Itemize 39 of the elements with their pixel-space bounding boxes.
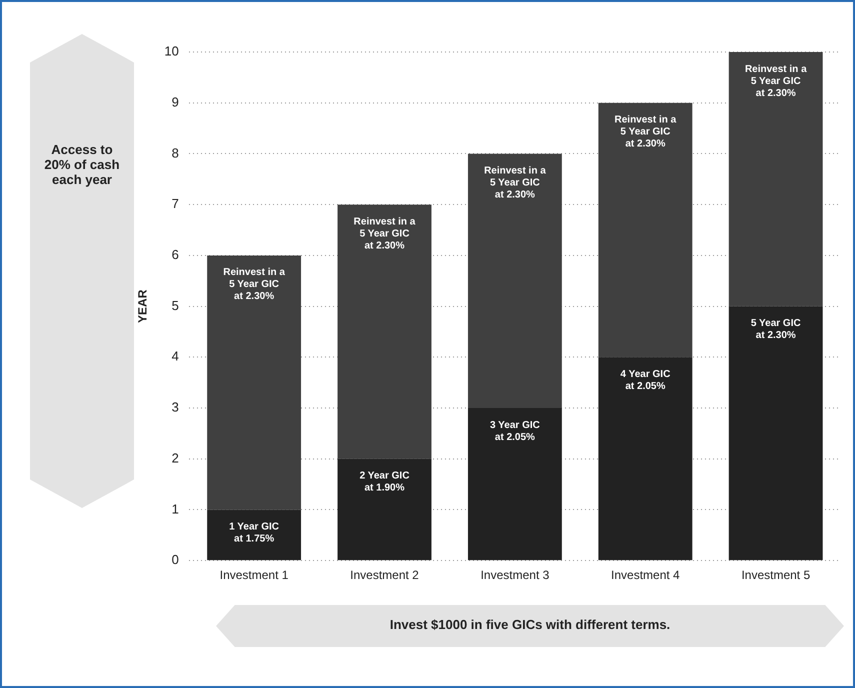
x-tick-label: Investment 1 bbox=[220, 568, 289, 582]
text: Invest $1000 in five GICs with different terms. bbox=[388, 617, 672, 632]
y-tick-label: 3 bbox=[172, 400, 179, 415]
bar bbox=[598, 357, 692, 560]
y-tick-label: 2 bbox=[172, 450, 179, 466]
y-tick-label: 8 bbox=[172, 145, 179, 160]
y-tick-label: 1 bbox=[172, 501, 179, 516]
annotation: 4 Year GIC at 2.05% bbox=[620, 368, 670, 392]
x-tick-label: Investment 5 bbox=[741, 568, 810, 582]
bar bbox=[728, 52, 823, 306]
y-tick-label: 4 bbox=[172, 348, 179, 364]
y-tick-label: 10 bbox=[164, 44, 179, 59]
bar bbox=[728, 306, 823, 560]
x-tick-label: Investment 4 bbox=[611, 568, 680, 582]
annotation: Reinvest in a 5 Year GIC at 2.30% bbox=[484, 165, 546, 200]
annotation: Reinvest in a 5 Year GIC at 2.30% bbox=[744, 64, 808, 99]
y-tick-label: 7 bbox=[172, 196, 179, 212]
y-axis-title: YEAR bbox=[136, 289, 150, 323]
annotation: 2 Year GIC at 1.90% bbox=[360, 470, 410, 494]
x-tick-label: Investment 2 bbox=[350, 568, 420, 582]
annotation: 1 Year GIC at 1.75% bbox=[229, 521, 280, 544]
text: Access to 20% of cash each year bbox=[43, 142, 121, 187]
annotation: Reinvest in a 5 Year GIC at 2.30% bbox=[223, 267, 286, 302]
bar bbox=[338, 458, 432, 560]
bar bbox=[207, 255, 302, 510]
annotation: 3 Year GIC at 2.05% bbox=[490, 420, 540, 443]
y-tick-label: 5 bbox=[172, 298, 179, 313]
bar bbox=[468, 408, 562, 560]
annotation: Reinvest in a 5 Year GIC at 2.30% bbox=[354, 216, 416, 252]
y-tick-label: 0 bbox=[172, 552, 179, 568]
x-tick-label: Investment 3 bbox=[480, 568, 550, 582]
bar bbox=[598, 102, 692, 358]
bar bbox=[468, 154, 562, 408]
bar bbox=[207, 510, 302, 560]
annotation: 5 Year GIC at 2.30% bbox=[750, 318, 801, 342]
y-tick-label: 6 bbox=[172, 247, 179, 262]
y-tick-label: 9 bbox=[172, 94, 179, 110]
annotation: Reinvest in a 5 Year GIC at 2.30% bbox=[614, 114, 677, 150]
bar bbox=[338, 204, 432, 459]
